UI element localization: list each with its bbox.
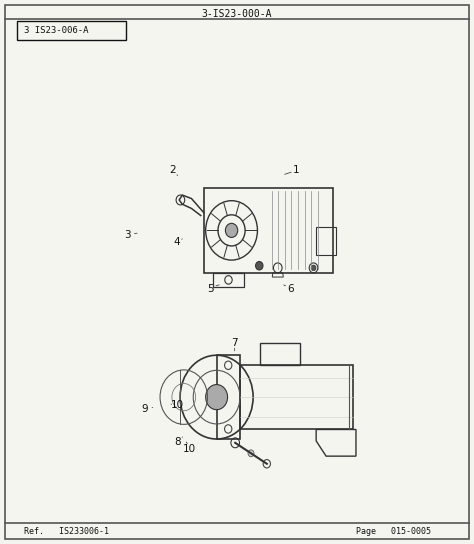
Text: 4: 4 [173,237,180,247]
Text: 5: 5 [208,285,214,294]
Text: 1: 1 [293,165,300,175]
Circle shape [226,224,238,238]
Circle shape [311,265,316,271]
Text: 10: 10 [183,444,196,454]
Text: 7: 7 [231,338,238,348]
Text: 3: 3 [124,230,130,240]
Text: Ref.   IS233006-1: Ref. IS233006-1 [24,527,109,536]
Text: 8: 8 [174,437,181,447]
Circle shape [255,262,263,270]
FancyBboxPatch shape [17,21,126,40]
Text: 6: 6 [287,285,293,294]
Text: 3-IS23-000-A: 3-IS23-000-A [202,9,272,18]
Text: 10: 10 [171,400,184,410]
Text: 3 IS23-006-A: 3 IS23-006-A [24,26,88,35]
Text: 2: 2 [170,165,176,175]
Text: Page   015-0005: Page 015-0005 [356,527,430,536]
Text: 9: 9 [141,404,148,414]
Circle shape [248,450,254,457]
Circle shape [206,385,228,410]
